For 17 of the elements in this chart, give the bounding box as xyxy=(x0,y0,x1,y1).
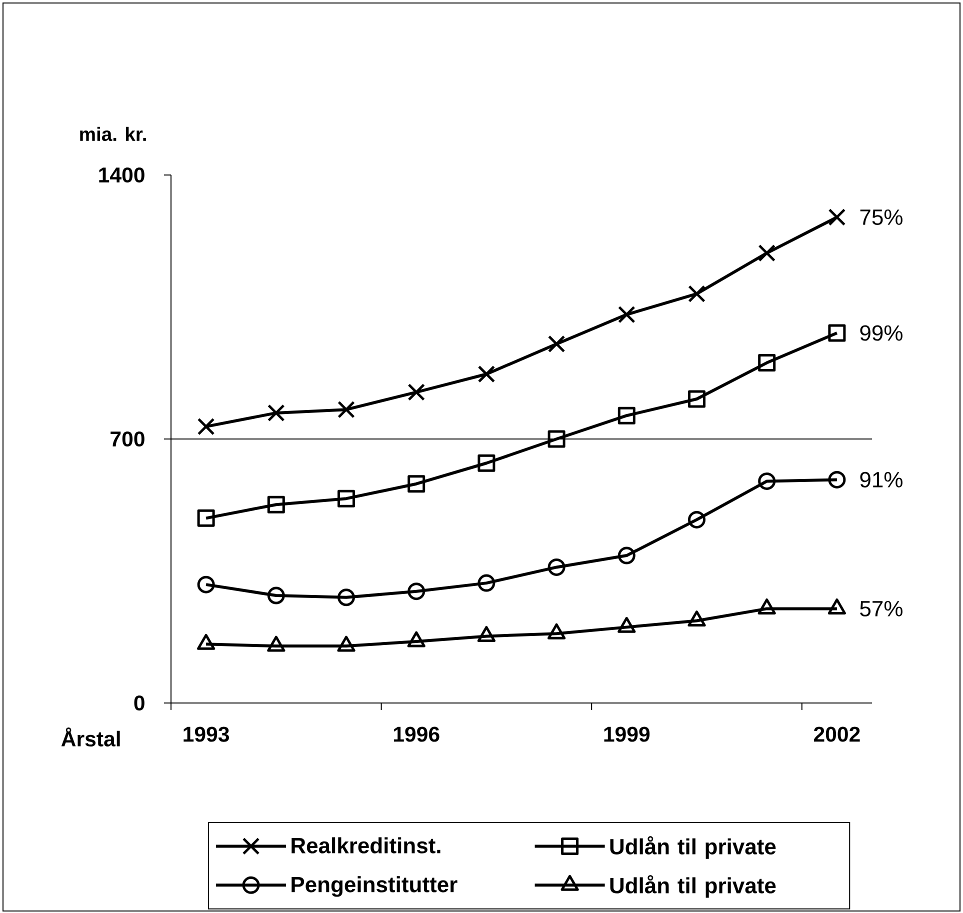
annotation: 99% xyxy=(860,325,902,341)
annotation: 57% xyxy=(860,600,902,616)
x-tick-label: 1993 xyxy=(184,726,229,742)
legend-label: Udlån til private xyxy=(610,875,776,898)
legend-label: Udlån til private xyxy=(610,836,776,859)
x-tick-label: 1996 xyxy=(394,726,440,742)
y-tick-label: 700 xyxy=(110,431,144,447)
y-tick-label: 0 xyxy=(134,695,144,711)
legend-label: Pengeinstitutter xyxy=(292,876,458,897)
y-tick-label: 1400 xyxy=(99,167,144,183)
x-tick-label: 2002 xyxy=(814,726,860,742)
annotation: 75% xyxy=(860,209,902,225)
legend-label: Realkreditinst. xyxy=(292,837,440,854)
annotation: 91% xyxy=(860,472,902,488)
x-axis-title: Årstal xyxy=(61,727,120,747)
y-axis-title: mia. kr. xyxy=(80,126,146,142)
x-tick-label: 1999 xyxy=(604,726,650,742)
